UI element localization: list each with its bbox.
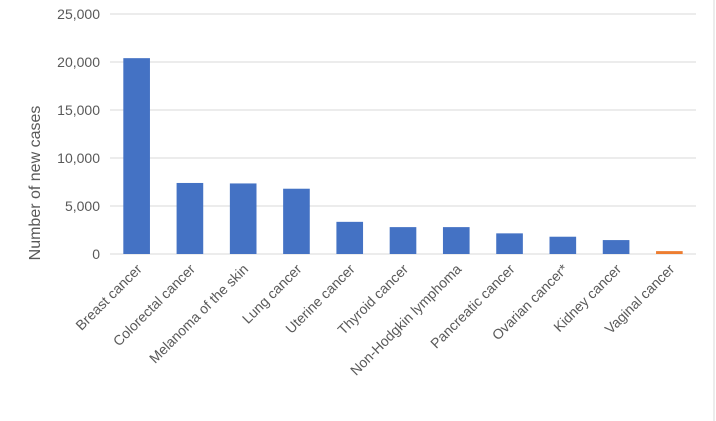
y-tick-label: 20,000 bbox=[57, 54, 100, 70]
bar bbox=[656, 251, 683, 254]
y-tick-label: 10,000 bbox=[57, 150, 100, 166]
bar bbox=[389, 227, 417, 254]
bar bbox=[336, 221, 364, 254]
y-tick-labels: 0 5,000 10,000 15,000 20,000 25,000 bbox=[57, 6, 100, 262]
bar bbox=[602, 240, 630, 254]
bar bbox=[283, 188, 310, 254]
bar bbox=[496, 233, 523, 254]
x-category-label: Melanoma of the skin bbox=[146, 261, 251, 366]
y-tick-label: 5,000 bbox=[65, 198, 100, 214]
y-axis-title: Number of new cases bbox=[27, 106, 44, 261]
bar bbox=[229, 183, 257, 254]
bar bbox=[442, 227, 470, 254]
bars bbox=[123, 58, 683, 254]
gridlines bbox=[110, 13, 696, 255]
bar bbox=[176, 182, 204, 254]
bar bbox=[549, 236, 577, 254]
bar bbox=[123, 58, 150, 254]
y-tick-label: 25,000 bbox=[57, 6, 100, 22]
y-tick-label: 15,000 bbox=[57, 102, 100, 118]
y-tick-label: 0 bbox=[92, 246, 100, 262]
